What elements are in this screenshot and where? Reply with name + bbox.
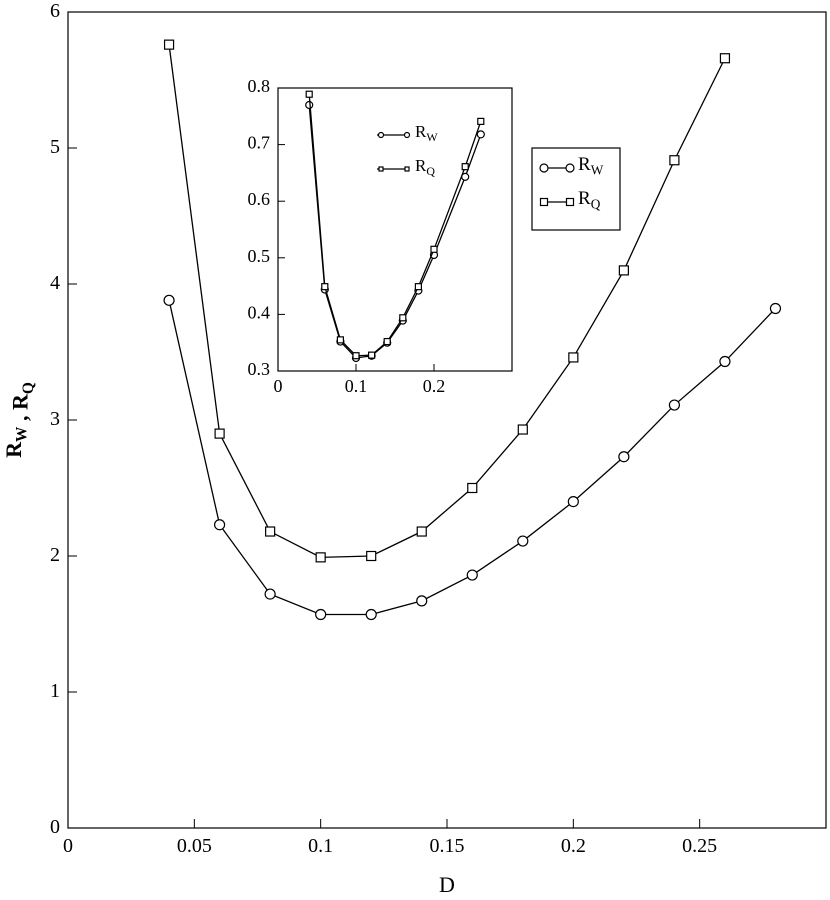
x-tick-label: 0.2 (423, 376, 446, 396)
legend-marker (539, 163, 549, 173)
marker (466, 569, 478, 581)
marker (476, 130, 485, 139)
x-tick-label: 0.1 (308, 835, 333, 857)
y-tick-label: 1 (50, 680, 60, 702)
legend-marker (378, 166, 384, 172)
legend-marker (539, 197, 549, 207)
marker (668, 399, 681, 411)
marker (315, 552, 326, 563)
y-tick-label: 0.7 (248, 133, 271, 153)
x-axis-label: D (439, 872, 455, 897)
x-tick-label: 0.25 (682, 835, 717, 857)
legend-marker (565, 197, 575, 207)
legend-label: RW (415, 122, 438, 144)
y-tick-label: 0.6 (248, 189, 271, 209)
marker (214, 428, 225, 439)
y-tick-label: 2 (50, 544, 60, 566)
marker (321, 283, 329, 291)
legend-marker (404, 166, 410, 172)
marker (336, 336, 344, 344)
legend-frame (531, 147, 621, 231)
marker (517, 535, 529, 547)
x-tick-label: 0.1 (345, 376, 368, 396)
marker (430, 245, 438, 253)
marker (719, 355, 731, 368)
x-tick-label: 0.15 (430, 835, 465, 857)
marker (365, 608, 377, 621)
marker (719, 53, 731, 64)
marker (305, 90, 313, 98)
marker (366, 550, 377, 562)
legend-label: RQ (415, 156, 435, 178)
marker (461, 163, 469, 171)
legend-marker (377, 131, 385, 139)
y-axis-label: RW , RQ (1, 382, 37, 458)
marker (264, 588, 276, 600)
marker (163, 294, 175, 306)
marker (568, 352, 579, 363)
plot-frame (277, 87, 513, 372)
legend-label: RW (578, 154, 604, 177)
marker (769, 302, 782, 315)
y-tick-label: 5 (50, 136, 60, 158)
marker (214, 519, 226, 531)
legend-label: RQ (578, 188, 601, 211)
marker (368, 351, 376, 359)
y-tick-label: 6 (50, 0, 60, 22)
marker (477, 117, 485, 125)
marker (163, 39, 175, 50)
marker (618, 265, 629, 276)
y-tick-label: 3 (50, 408, 60, 430)
y-tick-label: 0.4 (248, 303, 271, 323)
marker (669, 155, 680, 166)
marker (305, 100, 314, 110)
marker (567, 496, 579, 508)
y-tick-label: 0.8 (248, 76, 271, 96)
x-tick-label: 0 (63, 835, 73, 857)
marker (315, 608, 327, 621)
marker (618, 451, 630, 463)
marker (383, 337, 391, 346)
marker (416, 526, 427, 537)
marker (352, 352, 360, 360)
series-line (168, 44, 726, 559)
marker (416, 595, 428, 607)
y-tick-label: 4 (50, 272, 60, 294)
marker (467, 482, 478, 494)
marker (399, 314, 407, 322)
y-tick-label: 0.5 (248, 246, 271, 266)
marker (265, 526, 276, 537)
x-tick-label: 0 (274, 376, 283, 396)
legend-marker (565, 163, 575, 173)
y-tick-label: 0 (50, 816, 60, 838)
x-tick-label: 0.05 (177, 835, 212, 857)
legend-marker (403, 131, 411, 139)
marker (414, 283, 422, 291)
marker (517, 424, 528, 435)
x-tick-label: 0.2 (561, 835, 586, 857)
y-tick-label: 0.3 (248, 359, 271, 379)
